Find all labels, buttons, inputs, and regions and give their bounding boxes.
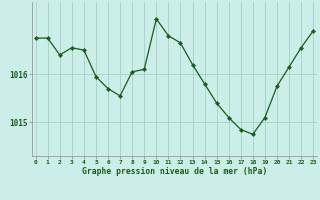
X-axis label: Graphe pression niveau de la mer (hPa): Graphe pression niveau de la mer (hPa) — [82, 167, 267, 176]
